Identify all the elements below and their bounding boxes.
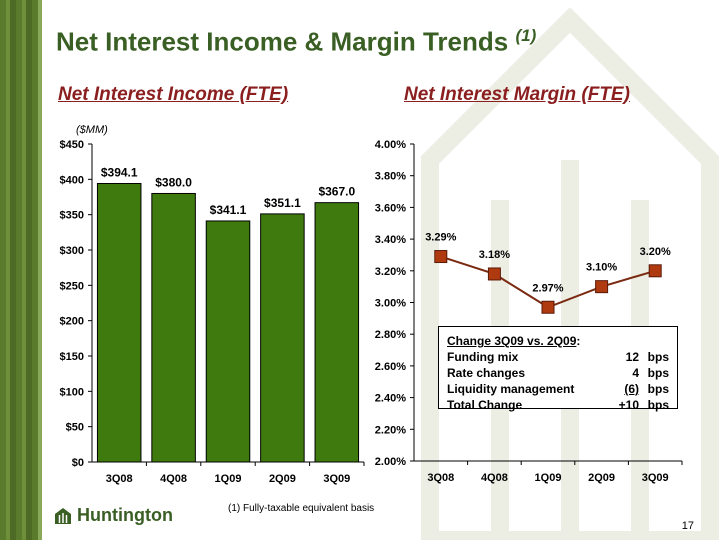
change-row-label: Rate changes bbox=[447, 366, 526, 380]
line-y-tick-label: 3.00% bbox=[375, 298, 406, 310]
change-summary-box: Change 3Q09 vs. 2Q09: Funding mix 12 bps Ra… bbox=[438, 326, 678, 412]
line-x-tick-label: 2Q09 bbox=[588, 472, 615, 484]
bar-3Q08 bbox=[96, 183, 142, 463]
change-row: Funding mix 12 bps bbox=[447, 349, 669, 365]
bar-x-tick-label: 1Q09 bbox=[215, 473, 242, 485]
change-row-unit: bps bbox=[647, 382, 669, 396]
page-title: Net Interest Income & Margin Trends (1) bbox=[56, 26, 537, 57]
line-x-tick-label: 1Q09 bbox=[535, 472, 562, 484]
change-row-unit: bps bbox=[647, 366, 669, 380]
change-row-value: +10 bbox=[618, 398, 639, 412]
change-box-header-colon: : bbox=[576, 334, 581, 348]
line-chart-subtitle: Net Interest Margin (FTE) bbox=[404, 84, 630, 105]
bar-data-label: $367.0 bbox=[318, 185, 355, 199]
line-y-tick-label: 3.60% bbox=[375, 202, 406, 214]
net-interest-income-bar-chart: $0 $50 $100 $150 $200 $250 $300 $350 $400 $450 $39… bbox=[60, 139, 365, 485]
bar-y-tick-label: $50 bbox=[66, 422, 84, 434]
bar-y-tick-label: $200 bbox=[60, 316, 84, 328]
change-box-header: Change 3Q09 vs. 2Q09: bbox=[447, 333, 669, 349]
margin-data-label: 3.18% bbox=[479, 249, 510, 261]
change-row: Rate changes 4 bps bbox=[447, 365, 669, 381]
huntington-logo-icon bbox=[55, 507, 71, 524]
margin-data-label: 3.10% bbox=[586, 262, 617, 274]
bar-x-tick-label: 2Q09 bbox=[269, 473, 296, 485]
line-x-tick-label: 3Q08 bbox=[427, 472, 454, 484]
bar-y-tick-label: $400 bbox=[60, 174, 84, 186]
bar-1Q09 bbox=[205, 220, 251, 463]
line-x-tick-label: 4Q08 bbox=[481, 472, 508, 484]
footnote: (1) Fully-taxable equivalent basis bbox=[228, 503, 375, 514]
bar-x-tick-label: 3Q09 bbox=[323, 473, 350, 485]
bar-data-label: $341.1 bbox=[210, 203, 247, 217]
left-decorative-strip bbox=[0, 0, 38, 540]
line-y-tick-label: 2.00% bbox=[375, 456, 406, 468]
left-accent-strip bbox=[38, 0, 42, 540]
margin-data-label: 2.97% bbox=[532, 282, 563, 294]
margin-point-4Q08 bbox=[487, 267, 501, 281]
bar-y-tick-label: $250 bbox=[60, 280, 84, 292]
margin-data-label: 3.20% bbox=[640, 246, 671, 258]
bar-y-tick-label: $450 bbox=[60, 139, 84, 151]
bar-y-tick-label: $150 bbox=[60, 351, 84, 363]
change-row-unit: bps bbox=[647, 350, 669, 364]
bar-data-label: $394.1 bbox=[101, 166, 138, 180]
bar-data-label: $380.0 bbox=[155, 175, 192, 189]
margin-point-1Q09 bbox=[541, 300, 555, 314]
line-y-tick-label: 4.00% bbox=[375, 139, 406, 151]
change-row: Total Change +10 bps bbox=[447, 397, 669, 413]
line-y-tick-label: 3.80% bbox=[375, 171, 406, 183]
change-row-label: Liquidity management bbox=[447, 382, 575, 396]
line-y-tick-label: 2.60% bbox=[375, 361, 406, 373]
line-y-tick-label: 3.20% bbox=[375, 266, 406, 278]
line-y-tick-label: 2.40% bbox=[375, 393, 406, 405]
change-row-value: (6) bbox=[624, 382, 639, 396]
line-x-tick-label: 3Q09 bbox=[642, 472, 669, 484]
change-box-header-text: Change 3Q09 vs. 2Q09 bbox=[447, 334, 577, 348]
change-row-value: 4 bbox=[632, 366, 639, 380]
bar-2Q09 bbox=[260, 213, 305, 463]
line-y-tick-label: 2.80% bbox=[375, 329, 406, 341]
bar-chart-subtitle: Net Interest Income (FTE) bbox=[58, 84, 289, 105]
unit-label: ($MM) bbox=[76, 124, 108, 136]
bar-y-tick-label: $0 bbox=[72, 457, 84, 469]
huntington-logo: Huntington bbox=[54, 505, 173, 526]
margin-point-2Q09 bbox=[595, 280, 609, 294]
bar-data-label: $351.1 bbox=[264, 196, 301, 210]
bar-4Q08 bbox=[151, 192, 196, 463]
line-y-tick-label: 2.20% bbox=[375, 424, 406, 436]
margin-point-3Q08 bbox=[434, 250, 448, 264]
page-number: 17 bbox=[681, 520, 694, 532]
change-row-value: 12 bbox=[625, 350, 639, 364]
logo-text: Huntington bbox=[77, 505, 173, 525]
change-row-label: Funding mix bbox=[447, 350, 519, 364]
change-row-label: Total Change bbox=[447, 398, 523, 412]
bar-y-tick-label: $350 bbox=[60, 210, 84, 222]
bar-x-tick-label: 3Q08 bbox=[106, 473, 133, 485]
change-row-unit: bps bbox=[647, 398, 669, 412]
change-row: Liquidity management (6) bps bbox=[447, 381, 669, 397]
title-note: (1) bbox=[515, 26, 537, 45]
bar-y-tick-label: $300 bbox=[60, 245, 84, 257]
margin-data-label: 3.29% bbox=[425, 232, 456, 244]
bar-3Q09 bbox=[314, 202, 360, 463]
bar-x-tick-label: 4Q08 bbox=[160, 473, 187, 485]
bar-y-tick-label: $100 bbox=[60, 386, 84, 398]
net-interest-margin-line-chart: 2.00% 2.20% 2.40% 2.60% 2.80% 3.00% 3.20% 3.40%… bbox=[375, 139, 683, 484]
margin-point-3Q09 bbox=[648, 264, 662, 278]
line-y-tick-label: 3.40% bbox=[375, 234, 406, 246]
